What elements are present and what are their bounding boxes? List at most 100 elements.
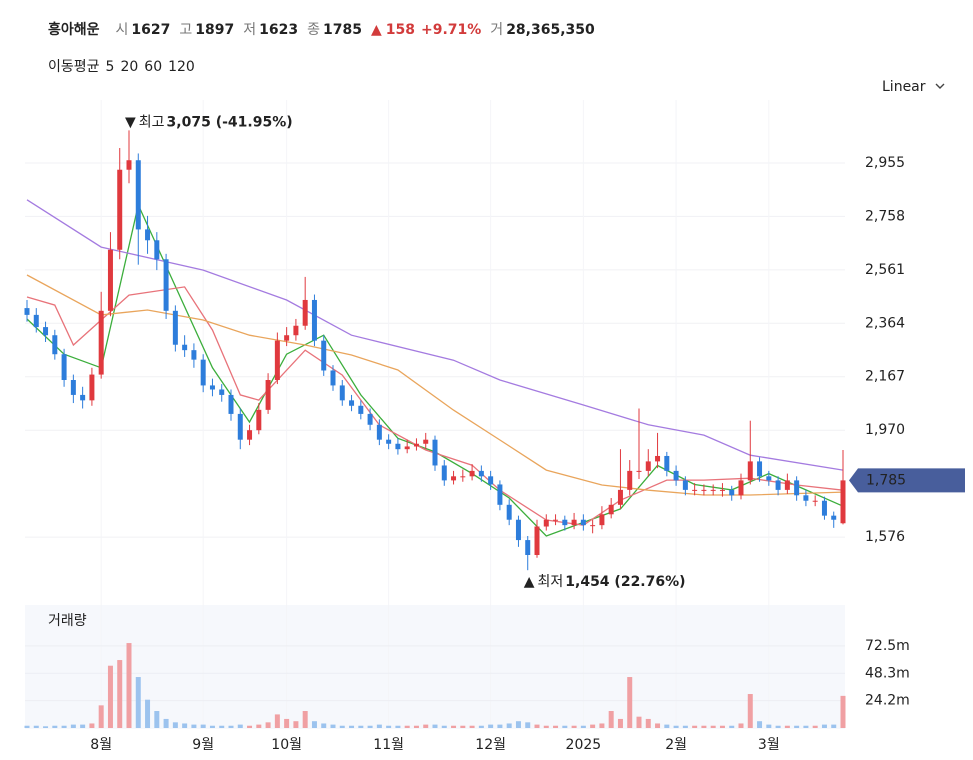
- candle-body: [580, 519, 586, 526]
- annotation: 3,075 (-41.95%): [167, 114, 293, 130]
- candle-body: [747, 461, 753, 481]
- volume-bar: [562, 725, 568, 728]
- candle-body: [145, 229, 151, 241]
- candle-body: [775, 480, 781, 490]
- ma-legend: 5 20 60 120: [106, 59, 195, 75]
- volume-bar: [803, 725, 809, 728]
- candle-body: [553, 519, 559, 521]
- volume-bar: [311, 721, 317, 728]
- candle-body: [330, 370, 336, 386]
- volume-bar: [525, 722, 531, 728]
- candle-body: [701, 489, 707, 491]
- volume-bar: [460, 725, 466, 728]
- candle-body: [664, 455, 670, 471]
- candle-body: [191, 350, 197, 360]
- candle-body: [33, 314, 39, 328]
- volume-bar: [367, 725, 373, 728]
- stock-name: 흥아해운: [48, 21, 100, 38]
- candle-body: [794, 480, 800, 496]
- candle-body: [172, 310, 178, 345]
- candle-body: [469, 470, 475, 477]
- volume-bar: [599, 723, 605, 728]
- volume-bar: [191, 724, 197, 728]
- volume-bar: [682, 725, 688, 728]
- candle-body: [831, 515, 837, 520]
- candle-body: [321, 340, 327, 371]
- volume-bar: [534, 724, 540, 728]
- y-tick-label: 48.3m: [865, 665, 910, 681]
- x-tick-label: 11월: [373, 737, 404, 753]
- candle-body: [590, 525, 596, 527]
- volume-bar: [497, 724, 503, 728]
- volume-bar: [710, 725, 716, 728]
- volume-bar: [24, 725, 30, 728]
- volume-bar: [469, 725, 475, 728]
- volume-bar: [247, 725, 253, 728]
- candle-body: [682, 480, 688, 490]
- scale-button[interactable]: Linear: [882, 79, 926, 95]
- volume-bar: [330, 724, 336, 728]
- candle-body: [358, 405, 364, 414]
- header-text: 1627: [131, 22, 170, 38]
- moving-average-line: [26, 286, 844, 526]
- x-tick-label: 2025: [566, 737, 602, 753]
- candle-body: [599, 514, 605, 526]
- annotation: ▲: [524, 574, 535, 590]
- volume-bar: [590, 724, 596, 728]
- volume-bar: [617, 718, 623, 728]
- y-tick-label: 72.5m: [865, 638, 910, 654]
- header-text: 고: [179, 22, 192, 38]
- volume-bar: [506, 723, 512, 728]
- volume-bar: [61, 725, 67, 728]
- candle-body: [182, 344, 188, 351]
- volume-panel: [25, 605, 845, 729]
- candle-body: [692, 489, 698, 491]
- legend-entry: 5: [106, 59, 115, 75]
- header-text: 거: [490, 22, 503, 38]
- volume-bar: [182, 723, 188, 728]
- candle-body: [302, 299, 308, 326]
- candle-body: [525, 540, 531, 555]
- candle-body: [451, 476, 457, 481]
- chevron: [935, 83, 945, 89]
- volume-bar: [284, 718, 290, 728]
- y-tick-label: 2,167: [865, 369, 905, 385]
- candle-body: [710, 489, 716, 491]
- x-tick-label: 12월: [475, 737, 506, 753]
- volume-bar: [729, 725, 735, 728]
- annotation: ▼: [125, 114, 136, 130]
- scale-dropdown[interactable]: Linear: [882, 79, 945, 95]
- candle-body: [367, 413, 373, 425]
- y-tick-label: 2,364: [865, 315, 905, 331]
- annotation: 최저: [538, 574, 564, 590]
- candle-body: [349, 400, 355, 406]
- header-text: 158: [386, 22, 415, 38]
- candle-body: [562, 519, 568, 526]
- candle-body: [432, 439, 438, 466]
- candle-body: [107, 249, 113, 311]
- header-text: 1623: [259, 22, 298, 38]
- header-text: 28,365,350: [506, 22, 595, 38]
- volume-title: 거래량: [48, 613, 87, 629]
- candle-body: [284, 335, 290, 341]
- candle-body: [135, 160, 141, 230]
- volume-bar: [515, 721, 521, 728]
- volume-bar: [580, 725, 586, 728]
- candle-body: [543, 519, 549, 527]
- volume-bar: [451, 725, 457, 728]
- candle-body: [200, 359, 206, 386]
- volume-bar: [664, 724, 670, 728]
- legend-entry: 120: [168, 59, 195, 75]
- volume-bar: [645, 718, 651, 728]
- candle-body: [478, 470, 484, 477]
- price-summary: 시 1627 고 1897 저 1623 종 1785 ▲ 158 +9.71% 거 28,365,35…: [116, 22, 595, 38]
- header-text: 1785: [323, 22, 362, 38]
- candle-body: [256, 409, 262, 431]
- candle-body: [117, 169, 123, 250]
- moving-average-line: [26, 199, 844, 471]
- volume-bar: [358, 725, 364, 728]
- volume-bar: [821, 724, 827, 728]
- ma-legend-title: 이동평균: [48, 59, 100, 75]
- candle-body: [80, 394, 86, 401]
- candle-body: [52, 335, 58, 355]
